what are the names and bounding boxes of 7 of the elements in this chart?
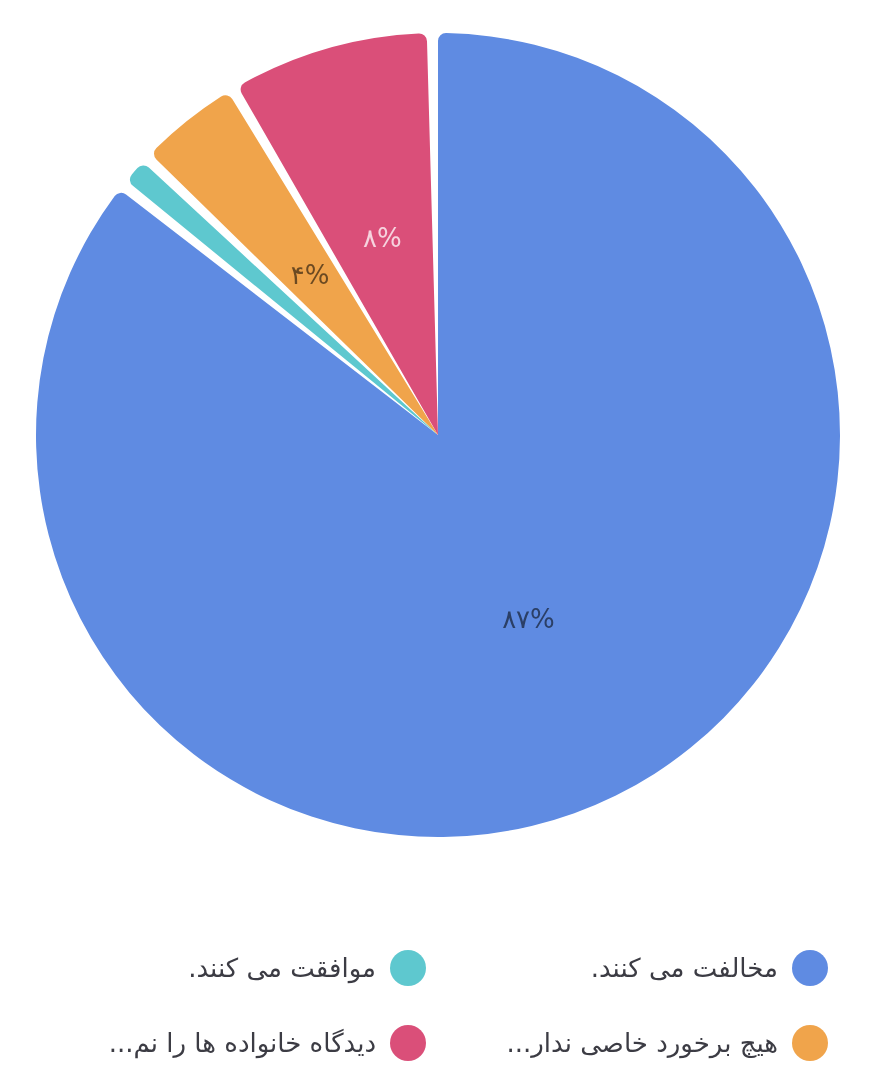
data-label: ۸۷% xyxy=(502,603,555,634)
legend-label: هیچ برخورد خاصی ندار... xyxy=(506,1027,778,1058)
legend-label: مخالفت می کنند. xyxy=(590,952,778,983)
data-label: ۴% xyxy=(290,259,330,290)
legend-label: موافقت می کنند. xyxy=(188,952,376,983)
data-label: ۸% xyxy=(363,222,402,253)
legend-label: دیدگاه خانواده ها را نم... xyxy=(108,1027,376,1058)
